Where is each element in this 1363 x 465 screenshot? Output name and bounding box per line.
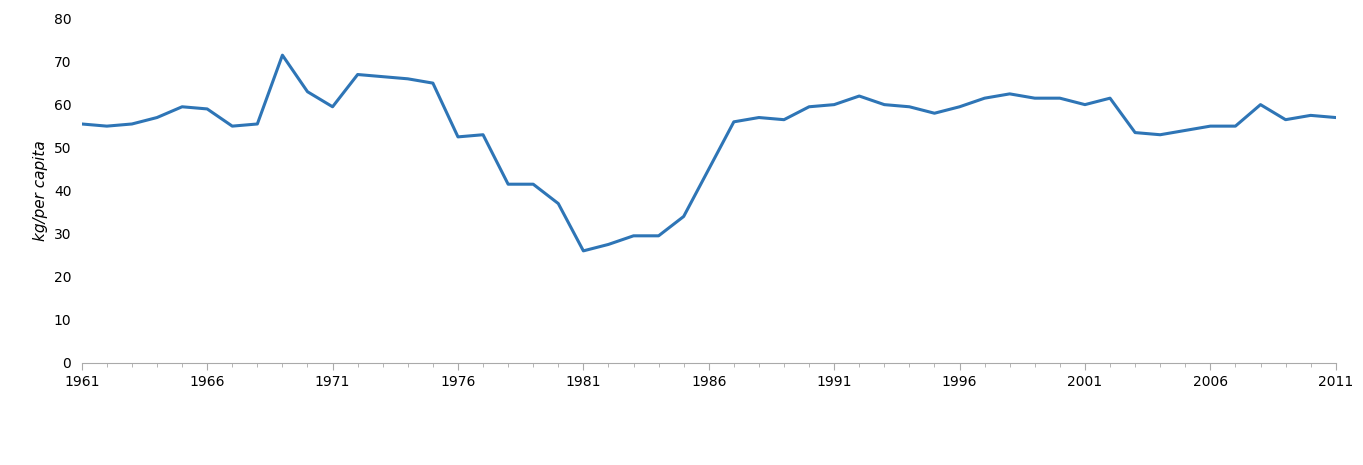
Y-axis label: kg/per capita: kg/per capita [33,140,48,241]
Legend: Seafood consumption: Seafood consumption [598,458,819,465]
